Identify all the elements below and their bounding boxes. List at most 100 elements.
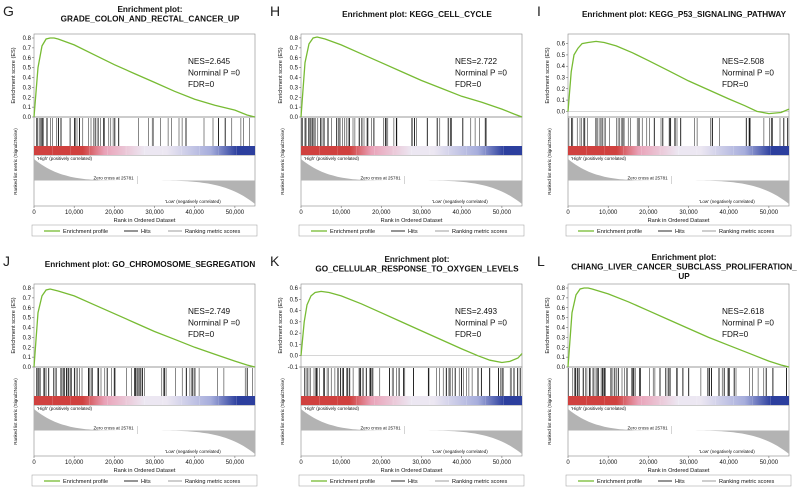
legend-entry: Hits <box>675 479 685 485</box>
panel-label: G <box>3 3 14 19</box>
y-tick-label: 0.8 <box>557 286 566 292</box>
enrichment-profile-line <box>33 37 256 118</box>
positive-corr-label: 'High' (positively correlated) <box>304 156 359 161</box>
ranking-metric-area <box>34 159 255 204</box>
y-tick-label: 0.0 <box>557 365 566 371</box>
y-tick-label: 0.1 <box>23 105 32 111</box>
zero-cross-label: Zero cross at 25781 <box>361 426 402 431</box>
x-tick-label: 30,000 <box>412 460 431 466</box>
chart-title: Enrichment plot: <box>117 5 182 14</box>
x-tick-label: 0 <box>566 210 570 216</box>
gsea-chart: Enrichment plot: GO_CHROMOSOME_SEGREGATI… <box>11 260 258 487</box>
x-tick-label: 50,000 <box>760 210 779 216</box>
legend-entry: Hits <box>408 229 418 235</box>
y-tick-label: 0.8 <box>23 36 32 42</box>
y-tick-label: 0.3 <box>23 335 32 341</box>
gsea-chart: Enrichment plot:GO_CELLULAR_RESPONSE_TO_… <box>278 255 525 487</box>
y-tick-label: 0.4 <box>290 309 299 315</box>
zero-cross-label: Zero cross at 25781 <box>94 176 135 181</box>
ranking-metric-area <box>301 409 522 454</box>
legend-entry: Ranking metric scores <box>719 229 775 235</box>
x-tick-label: 40,000 <box>186 460 205 466</box>
negative-corr-label: 'Low' (negatively correlated) <box>699 449 755 454</box>
stat-2: FDR=0 <box>722 330 749 339</box>
x-tick-label: 40,000 <box>186 210 205 216</box>
y-tick-label: 0.5 <box>23 316 32 322</box>
x-tick-label: 20,000 <box>372 210 391 216</box>
y-tick-label: 0.5 <box>557 316 566 322</box>
y-tick-label: 0.3 <box>290 320 299 326</box>
x-tick-label: 0 <box>299 460 303 466</box>
stat-0: NES=2.493 <box>455 307 498 316</box>
y-tick-label: 0.3 <box>557 76 566 82</box>
y-tick-label: 0.2 <box>23 345 32 351</box>
x-tick-label: 40,000 <box>453 210 472 216</box>
y-axis-label: Enrichment score (ES) <box>545 297 551 353</box>
y-tick-label: 0.7 <box>557 296 566 302</box>
metric-axis-label: Ranked list metric (Signal2Noise) <box>13 128 18 195</box>
metric-axis-label: Ranked list metric (Signal2Noise) <box>547 128 552 195</box>
x-tick-label: 20,000 <box>639 460 658 466</box>
hits-group <box>304 368 521 396</box>
legend-entry: Ranking metric scores <box>452 229 508 235</box>
x-tick-label: 10,000 <box>65 460 84 466</box>
positive-corr-label: 'High' (positively correlated) <box>37 156 92 161</box>
negative-corr-label: 'Low' (negatively correlated) <box>699 199 755 204</box>
stat-0: NES=2.722 <box>455 57 498 66</box>
x-tick-label: 40,000 <box>453 460 472 466</box>
x-tick-label: 40,000 <box>720 460 739 466</box>
y-tick-label: 0.7 <box>23 46 32 52</box>
stat-1: Norminal P =0 <box>455 69 507 78</box>
y-tick-label: 0.1 <box>557 98 566 104</box>
panel-g: G Enrichment plot: GRADE_COLON_AND_RECTAL… <box>0 0 267 250</box>
panel-k: K Enrichment plot: GO_CELLULAR_RESPONSE_T… <box>267 250 534 500</box>
y-tick-label: 0.5 <box>23 66 32 72</box>
y-tick-label: 0.4 <box>557 326 566 332</box>
legend-entry: Enrichment profile <box>330 479 375 485</box>
x-tick-label: 10,000 <box>65 210 84 216</box>
ranking-metric-area <box>568 159 789 204</box>
chart-title: GRADE_COLON_AND_RECTAL_CANCER_UP <box>61 15 240 24</box>
negative-corr-label: 'Low' (negatively correlated) <box>432 199 488 204</box>
x-tick-label: 50,000 <box>493 460 512 466</box>
y-tick-label: 0.2 <box>290 95 299 101</box>
zero-cross-label: Zero cross at 25781 <box>628 426 669 431</box>
x-tick-label: 50,000 <box>493 210 512 216</box>
x-axis-label: Rank in Ordered Dataset <box>648 468 710 474</box>
y-tick-label: 0.6 <box>23 306 32 312</box>
legend-entry: Enrichment profile <box>597 479 642 485</box>
x-tick-label: 30,000 <box>412 210 431 216</box>
x-tick-label: 50,000 <box>226 210 245 216</box>
y-tick-label: 0.1 <box>290 342 299 348</box>
y-tick-label: 0.7 <box>290 46 299 52</box>
enrichment-profile-line <box>300 290 523 364</box>
panel-l: L Enrichment plot: CHIANG_LIVER_CANCER_SU… <box>534 250 801 500</box>
legend-entry: Hits <box>141 479 151 485</box>
y-tick-label: 0.8 <box>23 286 32 292</box>
y-tick-label: 0.8 <box>290 36 299 42</box>
x-axis-label: Rank in Ordered Dataset <box>114 218 176 224</box>
enrichment-profile-line <box>33 288 256 368</box>
y-tick-label: 0.6 <box>290 286 299 292</box>
panel-label: L <box>537 253 545 269</box>
legend-entry: Ranking metric scores <box>185 479 241 485</box>
x-tick-label: 40,000 <box>720 210 739 216</box>
chart-title: Enrichment plot: GO_CHROMOSOME_SEGREGATI… <box>45 260 256 269</box>
x-axis-label: Rank in Ordered Dataset <box>114 468 176 474</box>
negative-corr-label: 'Low' (negatively correlated) <box>165 449 221 454</box>
y-axis-label: Enrichment score (ES) <box>11 47 17 103</box>
x-tick-label: 30,000 <box>145 460 164 466</box>
x-tick-label: 0 <box>566 460 570 466</box>
y-tick-label: 0.5 <box>290 297 299 303</box>
x-tick-label: 50,000 <box>760 460 779 466</box>
y-tick-label: 0.5 <box>557 53 566 59</box>
y-tick-label: 0.1 <box>290 105 299 111</box>
metric-axis-label: Ranked list metric (Signal2Noise) <box>280 378 285 445</box>
chart-title: Enrichment plot: <box>384 255 449 264</box>
stat-2: FDR=0 <box>722 80 749 89</box>
y-tick-label: 0.1 <box>557 355 566 361</box>
metric-axis-label: Ranked list metric (Signal2Noise) <box>547 378 552 445</box>
y-tick-label: 0.0 <box>23 115 32 121</box>
y-tick-label: 0.1 <box>23 355 32 361</box>
legend-frame <box>298 224 525 237</box>
